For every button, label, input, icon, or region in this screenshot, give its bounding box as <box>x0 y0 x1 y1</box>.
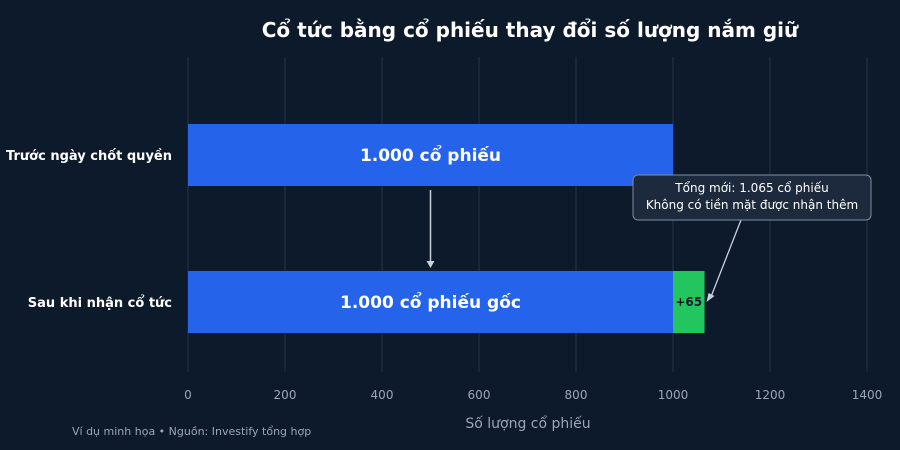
callout-pointer-head <box>706 293 715 302</box>
x-axis-ticks: 0 200 400 600 800 1000 1200 1400 <box>184 388 882 402</box>
x-tick-label: 1400 <box>852 388 883 402</box>
bar-base <box>188 271 673 333</box>
bar-increment <box>673 271 705 333</box>
annotations: Tổng mới: 1.065 cổ phiếu Không có tiền mặ… <box>426 174 872 302</box>
bars: 1.000 cổ phiếu 1.000 cổ phiếu gốc +65 <box>188 124 705 333</box>
x-tick-label: 0 <box>184 388 192 402</box>
x-tick-label: 200 <box>274 388 297 402</box>
callout-text: Không có tiền mặt được nhận thêm <box>646 198 858 212</box>
x-tick-label: 1200 <box>755 388 786 402</box>
category-label: Sau khi nhận cổ tức <box>28 295 172 311</box>
x-tick-label: 800 <box>565 388 588 402</box>
footer-source: Ví dụ minh họa • Nguồn: Investify tổng h… <box>72 425 311 438</box>
x-tick-label: 1000 <box>658 388 689 402</box>
bar-base <box>188 124 673 186</box>
bar-label: 1.000 cổ phiếu gốc <box>340 291 521 313</box>
category-labels: Trước ngày chốt quyền Sau khi nhận cổ tức <box>6 149 172 311</box>
bar-label: 1.000 cổ phiếu <box>360 144 501 166</box>
chart-title: Cổ tức bằng cổ phiếu thay đổi số lượng n… <box>262 18 799 42</box>
callout-pointer-line <box>709 219 742 299</box>
callout-text: Tổng mới: 1.065 cổ phiếu <box>674 181 828 195</box>
x-tick-label: 600 <box>468 388 491 402</box>
transition-arrow-head <box>426 261 435 268</box>
category-label: Trước ngày chốt quyền <box>6 149 172 164</box>
increment-label: +65 <box>675 295 702 309</box>
x-tick-label: 400 <box>371 388 394 402</box>
x-axis-label: Số lượng cổ phiếu <box>465 415 590 432</box>
callout-box <box>632 174 872 221</box>
